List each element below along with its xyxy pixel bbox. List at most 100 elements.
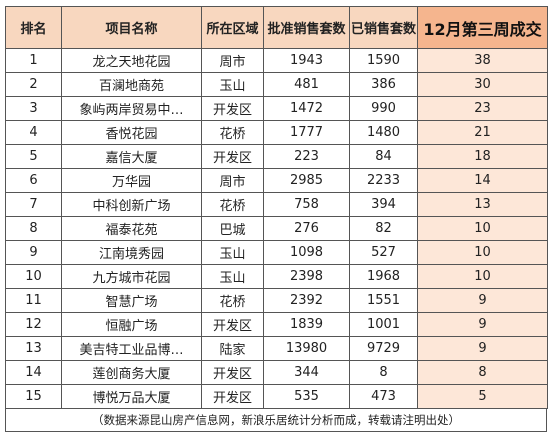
sold-units-cell: 82 — [349, 216, 418, 241]
rank-cell: 9 — [5, 240, 62, 265]
district-cell: 花桥 — [201, 288, 264, 313]
header-approved-units: 批准销售套数 — [263, 6, 350, 49]
table-header-row: 排名 项目名称 所在区域 批准销售套数 已销售套数 12月第三周成交 — [5, 6, 548, 49]
table-row: 9 江南境秀园 玉山 1098 527 10 — [5, 240, 548, 265]
approved-units-cell: 13980 — [263, 336, 350, 361]
district-cell: 开发区 — [201, 144, 264, 169]
rank-cell: 2 — [5, 72, 62, 97]
approved-units-cell: 1098 — [263, 240, 350, 265]
rank-cell: 13 — [5, 336, 62, 361]
table-row: 2 百澜地商苑 玉山 481 386 30 — [5, 72, 548, 97]
table-row: 11 智慧广场 花桥 2392 1551 9 — [5, 288, 548, 313]
table-row: 5 嘉信大厦 开发区 223 84 18 — [5, 144, 548, 169]
district-cell: 周市 — [201, 168, 264, 193]
project-name-cell: 龙之天地花园 — [61, 48, 202, 73]
weekly-deals-cell: 10 — [417, 264, 548, 289]
sold-units-cell: 990 — [349, 96, 418, 121]
project-name-cell: 象屿两岸贸易中… — [61, 96, 202, 121]
project-name-cell: 博悦万品大厦 — [61, 384, 202, 409]
district-cell: 开发区 — [201, 312, 264, 337]
sold-units-cell: 1480 — [349, 120, 418, 145]
table-row: 6 万华园 周市 2985 2233 14 — [5, 168, 548, 193]
project-name-cell: 香悦花园 — [61, 120, 202, 145]
project-name-cell: 美吉特工业品博… — [61, 336, 202, 361]
table-row: 3 象屿两岸贸易中… 开发区 1472 990 23 — [5, 96, 548, 121]
project-name-cell: 莲创商务大厦 — [61, 360, 202, 385]
sold-units-cell: 386 — [349, 72, 418, 97]
table-row: 1 龙之天地花园 周市 1943 1590 38 — [5, 48, 548, 73]
weekly-deals-cell: 13 — [417, 192, 548, 217]
weekly-deals-cell: 21 — [417, 120, 548, 145]
approved-units-cell: 2985 — [263, 168, 350, 193]
sold-units-cell: 394 — [349, 192, 418, 217]
project-name-cell: 中科创新广场 — [61, 192, 202, 217]
district-cell: 陆家 — [201, 336, 264, 361]
sold-units-cell: 2233 — [349, 168, 418, 193]
weekly-deals-cell: 9 — [417, 288, 548, 313]
project-name-cell: 嘉信大厦 — [61, 144, 202, 169]
sold-units-cell: 473 — [349, 384, 418, 409]
district-cell: 花桥 — [201, 192, 264, 217]
rank-cell: 15 — [5, 384, 62, 409]
sold-units-cell: 8 — [349, 360, 418, 385]
district-cell: 周市 — [201, 48, 264, 73]
weekly-deals-cell: 30 — [417, 72, 548, 97]
sales-ranking-table-container: 排名 项目名称 所在区域 批准销售套数 已销售套数 12月第三周成交 1 龙之天地… — [5, 6, 548, 432]
table-row: 4 香悦花园 花桥 1777 1480 21 — [5, 120, 548, 145]
project-name-cell: 万华园 — [61, 168, 202, 193]
weekly-deals-cell: 8 — [417, 360, 548, 385]
weekly-deals-cell: 14 — [417, 168, 548, 193]
project-name-cell: 福泰花苑 — [61, 216, 202, 241]
rank-cell: 7 — [5, 192, 62, 217]
table-row: 8 福泰花苑 巴城 276 82 10 — [5, 216, 548, 241]
table-row: 7 中科创新广场 花桥 758 394 13 — [5, 192, 548, 217]
district-cell: 玉山 — [201, 264, 264, 289]
sales-ranking-table: 排名 项目名称 所在区域 批准销售套数 已销售套数 12月第三周成交 1 龙之天地… — [5, 6, 548, 409]
project-name-cell: 百澜地商苑 — [61, 72, 202, 97]
approved-units-cell: 1943 — [263, 48, 350, 73]
project-name-cell: 九方城市花园 — [61, 264, 202, 289]
header-weekly-deals: 12月第三周成交 — [417, 6, 548, 49]
table-row: 14 莲创商务大厦 开发区 344 8 8 — [5, 360, 548, 385]
district-cell: 开发区 — [201, 384, 264, 409]
weekly-deals-cell: 38 — [417, 48, 548, 73]
rank-cell: 11 — [5, 288, 62, 313]
header-district: 所在区域 — [201, 6, 264, 49]
sold-units-cell: 9729 — [349, 336, 418, 361]
weekly-deals-cell: 9 — [417, 336, 548, 361]
approved-units-cell: 223 — [263, 144, 350, 169]
weekly-deals-cell: 23 — [417, 96, 548, 121]
rank-cell: 5 — [5, 144, 62, 169]
rank-cell: 1 — [5, 48, 62, 73]
table-row: 13 美吉特工业品博… 陆家 13980 9729 9 — [5, 336, 548, 361]
sold-units-cell: 1968 — [349, 264, 418, 289]
approved-units-cell: 276 — [263, 216, 350, 241]
weekly-deals-cell: 9 — [417, 312, 548, 337]
sold-units-cell: 1001 — [349, 312, 418, 337]
approved-units-cell: 344 — [263, 360, 350, 385]
approved-units-cell: 2398 — [263, 264, 350, 289]
project-name-cell: 智慧广场 — [61, 288, 202, 313]
rank-cell: 6 — [5, 168, 62, 193]
district-cell: 花桥 — [201, 120, 264, 145]
approved-units-cell: 481 — [263, 72, 350, 97]
project-name-cell: 恒融广场 — [61, 312, 202, 337]
sold-units-cell: 84 — [349, 144, 418, 169]
rank-cell: 12 — [5, 312, 62, 337]
header-rank: 排名 — [5, 6, 62, 49]
rank-cell: 14 — [5, 360, 62, 385]
rank-cell: 8 — [5, 216, 62, 241]
approved-units-cell: 758 — [263, 192, 350, 217]
table-row: 12 恒融广场 开发区 1839 1001 9 — [5, 312, 548, 337]
sold-units-cell: 527 — [349, 240, 418, 265]
sold-units-cell: 1590 — [349, 48, 418, 73]
header-sold-units: 已销售套数 — [349, 6, 418, 49]
approved-units-cell: 1839 — [263, 312, 350, 337]
approved-units-cell: 535 — [263, 384, 350, 409]
approved-units-cell: 1472 — [263, 96, 350, 121]
data-source-note: （数据来源昆山房产信息网，新浪乐居统计分析而成，转载请注明出处） — [5, 409, 547, 432]
header-project-name: 项目名称 — [61, 6, 202, 49]
rank-cell: 10 — [5, 264, 62, 289]
rank-cell: 4 — [5, 120, 62, 145]
district-cell: 玉山 — [201, 240, 264, 265]
